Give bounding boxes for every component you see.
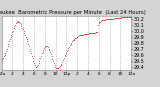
Title: Milwaukee  Barometric Pressure per Minute  (Last 24 Hours): Milwaukee Barometric Pressure per Minute… [0,10,146,15]
